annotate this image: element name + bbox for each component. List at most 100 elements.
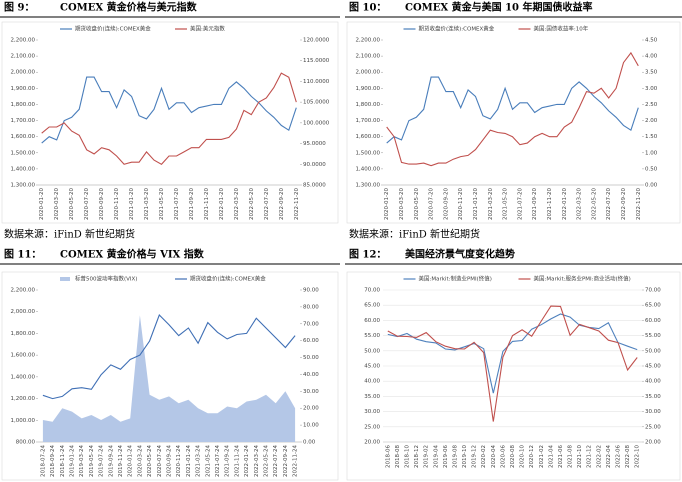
x-tick-label: 2020-05-20 bbox=[414, 188, 420, 220]
y-tick-label: 1,900.00 bbox=[11, 86, 36, 92]
x-tick-label: 2019-10 bbox=[462, 445, 468, 468]
y-tick-label: 1,900.00 bbox=[356, 86, 381, 92]
x-tick-label: 2022-07-20 bbox=[606, 188, 612, 220]
y-tick-label: 1,500.00 bbox=[356, 150, 381, 156]
x-tick-label: 2019-12 bbox=[472, 445, 478, 468]
y-tick-label: 35.00 bbox=[364, 394, 380, 400]
x-tick-label: 2022-01-20 bbox=[562, 188, 568, 220]
x-tick-label: 2022-09-20 bbox=[279, 188, 285, 220]
y-tick-label: 45.00 bbox=[364, 364, 380, 370]
x-tick-label: 2021-03-20 bbox=[488, 188, 494, 220]
line bbox=[386, 51, 639, 167]
x-tick-label: 2022-11-20 bbox=[636, 188, 642, 220]
x-tick-label: 2018-08 bbox=[395, 445, 401, 468]
line bbox=[41, 72, 297, 165]
x-tick-label: 2020-09-24 bbox=[167, 445, 173, 477]
y2-tick-label: 120.0000 bbox=[303, 38, 330, 44]
y2-tick-label: 30.00 bbox=[645, 409, 661, 415]
y-tick-label: 2,000.00 bbox=[11, 309, 36, 315]
y2-tick-label: 70.00 bbox=[645, 288, 661, 294]
y-tick-label: 1,800.00 bbox=[11, 102, 36, 108]
y2-tick-label: 25.00 bbox=[645, 424, 661, 430]
line bbox=[387, 305, 638, 422]
y2-tick-label: 50.00 bbox=[645, 348, 661, 354]
x-tick-label: 2019-11-24 bbox=[118, 445, 124, 477]
x-tick-label: 2020-07-20 bbox=[84, 188, 90, 220]
y-tick-label: 60.00 bbox=[364, 318, 380, 324]
y-tick-label: 70.00 bbox=[364, 288, 380, 294]
x-tick-label: 2019-03-24 bbox=[79, 445, 85, 477]
x-tick-label: 2018-11-24 bbox=[60, 445, 66, 477]
x-tick-label: 2022-09-24 bbox=[283, 445, 289, 477]
x-tick-label: 2021-07-20 bbox=[174, 188, 180, 220]
chart-title: COMEX 黄金与美国 10 年期国债收益率 bbox=[405, 1, 592, 14]
y-tick-label: 30.00 bbox=[364, 409, 380, 415]
y2-tick-label: 2.50 bbox=[645, 102, 658, 108]
y2-tick-label: 3.00 bbox=[645, 86, 658, 92]
x-tick-label: 2021-01-20 bbox=[129, 188, 135, 220]
y2-tick-label: 35.00 bbox=[645, 394, 661, 400]
x-tick-label: 2020-05-24 bbox=[147, 445, 153, 477]
x-tick-label: 2022-01-24 bbox=[244, 445, 250, 477]
x-tick-label: 2021-01-20 bbox=[473, 188, 479, 220]
x-tick-label: 2019-07-24 bbox=[99, 445, 105, 477]
y-tick-label: 1,600.00 bbox=[11, 353, 36, 359]
x-tick-label: 2022-11-20 bbox=[294, 188, 300, 220]
y-tick-label: 1,300.00 bbox=[356, 183, 381, 189]
x-tick-label: 2021-05-20 bbox=[503, 188, 509, 220]
x-tick-label: 2020-07-24 bbox=[157, 445, 163, 477]
x-tick-label: 2021-09-20 bbox=[532, 188, 538, 220]
y-tick-label: 65.00 bbox=[364, 303, 380, 309]
legend-swatch bbox=[60, 277, 70, 281]
y2-tick-label: 0.00 bbox=[645, 183, 658, 189]
x-tick-label: 2020-06 bbox=[500, 445, 506, 468]
y-tick-label: 1,800.00 bbox=[356, 102, 381, 108]
x-tick-label: 2022-07-20 bbox=[264, 188, 270, 220]
legend-label: 美国:美元指数 bbox=[190, 25, 225, 33]
x-tick-label: 2020-09-20 bbox=[443, 188, 449, 220]
x-tick-label: 2022-05-24 bbox=[264, 445, 270, 477]
y2-tick-label: 85.0000 bbox=[303, 183, 326, 189]
x-tick-label: 2020-01-24 bbox=[128, 445, 134, 477]
y-tick-label: 800.00 bbox=[16, 440, 36, 446]
x-tick-label: 2021-03-24 bbox=[196, 445, 202, 477]
y-tick-label: 1,700.00 bbox=[11, 118, 36, 124]
x-tick-label: 2021-09-20 bbox=[189, 188, 195, 220]
chart-frame bbox=[1, 271, 339, 481]
y2-tick-label: 90.00 bbox=[303, 288, 319, 294]
y2-tick-label: 40.00 bbox=[645, 379, 661, 385]
x-tick-label: 2018-07-24 bbox=[40, 445, 46, 477]
y2-tick-label: 20.00 bbox=[645, 440, 661, 446]
chart-title: COMEX 黄金价格与 VIX 指数 bbox=[60, 248, 205, 261]
y2-tick-label: 30.00 bbox=[303, 389, 319, 395]
x-tick-label: 2019-09-24 bbox=[108, 445, 114, 477]
figure-label: 图 12： bbox=[349, 249, 386, 261]
y2-tick-label: 3.50 bbox=[645, 70, 658, 76]
y2-tick-label: 60.00 bbox=[645, 318, 661, 324]
y2-tick-label: 1.00 bbox=[645, 150, 658, 156]
y-tick-label: 1,300.00 bbox=[11, 183, 36, 189]
x-tick-label: 2020-12 bbox=[529, 445, 535, 468]
x-tick-label: 2021-12 bbox=[587, 445, 593, 468]
legend-label: 期货收盘价(连续):COMEX黄金 bbox=[190, 275, 266, 283]
y-tick-label: 25.00 bbox=[364, 424, 380, 430]
x-tick-label: 2022-11-24 bbox=[293, 445, 299, 477]
x-tick-label: 2020-10 bbox=[520, 445, 526, 468]
x-tick-label: 2022-03-24 bbox=[254, 445, 260, 477]
x-tick-label: 2020-04 bbox=[491, 445, 497, 468]
y-tick-label: 1,400.00 bbox=[11, 374, 36, 380]
x-tick-label: 2020-03-24 bbox=[137, 445, 143, 477]
x-tick-label: 2021-11-24 bbox=[234, 445, 240, 477]
y-tick-label: 2,000.00 bbox=[356, 70, 381, 76]
x-tick-label: 2022-10 bbox=[635, 445, 641, 468]
y2-tick-label: 65.00 bbox=[645, 303, 661, 309]
y2-tick-label: 90.0000 bbox=[303, 162, 326, 168]
x-tick-label: 2019-04 bbox=[433, 445, 439, 468]
x-tick-label: 2021-03-20 bbox=[144, 188, 150, 220]
y2-tick-label: 105.0000 bbox=[303, 100, 330, 106]
x-tick-label: 2022-05-20 bbox=[249, 188, 255, 220]
x-tick-label: 2019-06 bbox=[443, 445, 449, 468]
y2-tick-label: 50.00 bbox=[303, 355, 319, 361]
x-tick-label: 2022-08 bbox=[625, 445, 631, 468]
